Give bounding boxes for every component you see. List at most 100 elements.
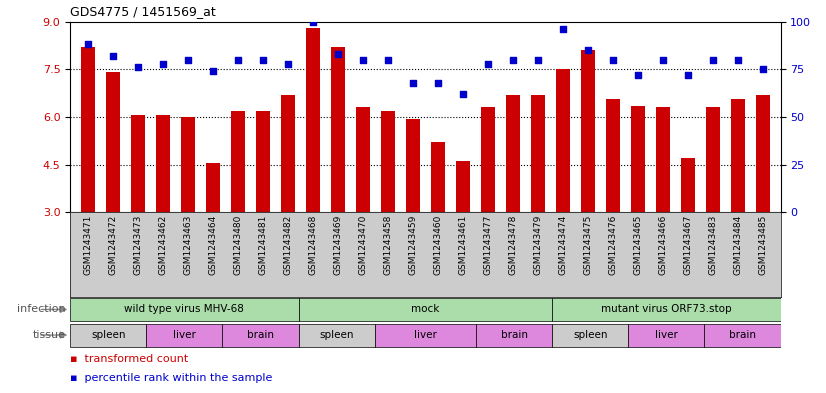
Point: [306, 18, 320, 25]
Bar: [298, 298, 553, 321]
Text: ▪  percentile rank within the sample: ▪ percentile rank within the sample: [70, 373, 273, 383]
Bar: [146, 323, 222, 347]
Text: GSM1243477: GSM1243477: [483, 215, 492, 275]
Bar: [481, 107, 495, 212]
Text: GSM1243474: GSM1243474: [558, 215, 567, 275]
Point: [506, 57, 520, 63]
Bar: [681, 158, 695, 212]
Text: GSM1243476: GSM1243476: [609, 215, 618, 275]
Text: ▪  transformed count: ▪ transformed count: [70, 354, 188, 364]
Point: [456, 91, 469, 97]
Bar: [406, 119, 420, 212]
Bar: [231, 110, 244, 212]
Bar: [706, 107, 720, 212]
Point: [106, 53, 119, 59]
Bar: [506, 95, 520, 212]
Text: liver: liver: [173, 330, 196, 340]
Text: spleen: spleen: [573, 330, 608, 340]
Bar: [206, 163, 220, 212]
Text: infection: infection: [17, 305, 66, 314]
Point: [482, 61, 495, 67]
Bar: [106, 72, 120, 212]
Text: spleen: spleen: [91, 330, 126, 340]
Bar: [381, 110, 395, 212]
Point: [406, 79, 420, 86]
Bar: [70, 323, 146, 347]
Text: GSM1243485: GSM1243485: [758, 215, 767, 275]
Bar: [553, 323, 629, 347]
Bar: [131, 115, 145, 212]
Point: [582, 47, 595, 53]
Point: [681, 72, 695, 78]
Point: [81, 41, 94, 48]
Text: GSM1243478: GSM1243478: [509, 215, 517, 275]
Point: [732, 57, 745, 63]
Text: GSM1243460: GSM1243460: [434, 215, 443, 275]
Text: GSM1243465: GSM1243465: [634, 215, 643, 275]
Bar: [281, 95, 295, 212]
Point: [657, 57, 670, 63]
Bar: [431, 142, 444, 212]
Bar: [181, 117, 195, 212]
Bar: [70, 298, 298, 321]
Bar: [631, 106, 645, 212]
Text: brain: brain: [501, 330, 528, 340]
Point: [281, 61, 294, 67]
Text: GSM1243480: GSM1243480: [233, 215, 242, 275]
Point: [156, 61, 169, 67]
Text: GSM1243471: GSM1243471: [83, 215, 93, 275]
Text: GSM1243473: GSM1243473: [133, 215, 142, 275]
Bar: [476, 323, 553, 347]
Text: GSM1243469: GSM1243469: [334, 215, 342, 275]
Point: [181, 57, 194, 63]
Bar: [331, 47, 344, 212]
Point: [231, 57, 244, 63]
Point: [356, 57, 369, 63]
Text: GSM1243468: GSM1243468: [308, 215, 317, 275]
Text: GSM1243484: GSM1243484: [733, 215, 743, 275]
Point: [531, 57, 544, 63]
Text: GSM1243461: GSM1243461: [458, 215, 468, 275]
Text: GSM1243475: GSM1243475: [583, 215, 592, 275]
Bar: [705, 323, 781, 347]
Point: [131, 64, 145, 70]
Bar: [456, 162, 470, 212]
Bar: [356, 107, 370, 212]
Text: GSM1243462: GSM1243462: [159, 215, 167, 275]
Text: GSM1243459: GSM1243459: [408, 215, 417, 275]
Text: mock: mock: [411, 305, 439, 314]
Bar: [731, 99, 745, 212]
Bar: [606, 99, 620, 212]
Text: mutant virus ORF73.stop: mutant virus ORF73.stop: [601, 305, 732, 314]
Bar: [756, 95, 770, 212]
Bar: [556, 69, 570, 212]
Text: wild type virus MHV-68: wild type virus MHV-68: [125, 305, 244, 314]
Bar: [256, 110, 269, 212]
Text: liver: liver: [655, 330, 678, 340]
Point: [631, 72, 644, 78]
Bar: [656, 107, 670, 212]
Bar: [156, 115, 169, 212]
Point: [256, 57, 269, 63]
Text: GSM1243464: GSM1243464: [208, 215, 217, 275]
Point: [206, 68, 220, 74]
Bar: [531, 95, 545, 212]
Bar: [81, 47, 95, 212]
Text: GSM1243458: GSM1243458: [383, 215, 392, 275]
Text: GSM1243483: GSM1243483: [709, 215, 718, 275]
Text: brain: brain: [729, 330, 756, 340]
Text: GSM1243466: GSM1243466: [658, 215, 667, 275]
Bar: [582, 50, 595, 212]
Point: [706, 57, 719, 63]
Text: GDS4775 / 1451569_at: GDS4775 / 1451569_at: [70, 5, 216, 18]
Text: brain: brain: [247, 330, 274, 340]
Bar: [298, 323, 375, 347]
Bar: [222, 323, 298, 347]
Point: [431, 79, 444, 86]
Text: GSM1243463: GSM1243463: [183, 215, 192, 275]
Text: GSM1243467: GSM1243467: [684, 215, 692, 275]
Text: GSM1243479: GSM1243479: [534, 215, 543, 275]
Text: GSM1243470: GSM1243470: [358, 215, 368, 275]
Text: GSM1243481: GSM1243481: [259, 215, 268, 275]
Bar: [553, 298, 781, 321]
